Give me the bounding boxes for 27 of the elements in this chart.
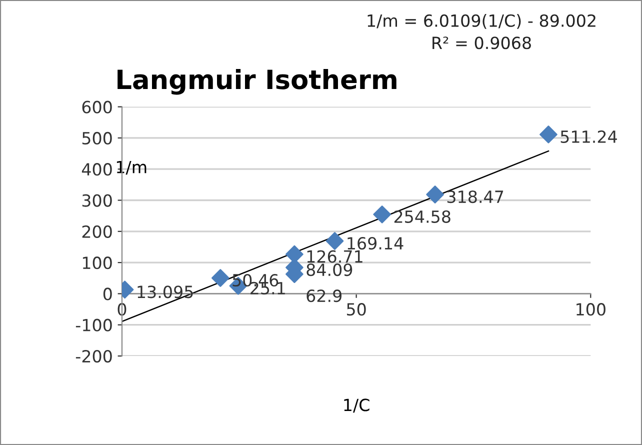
- y-tick-label: 100: [82, 256, 112, 270]
- y-tick-label: -100: [76, 318, 112, 332]
- y-tick-label: 500: [82, 132, 112, 145]
- y-axis-title: 1/m: [116, 160, 146, 175]
- y-tick-label: 300: [82, 194, 112, 207]
- data-label: 169.14: [348, 236, 404, 250]
- chart-title: Langmuir Isotherm: [118, 68, 396, 95]
- y-tick-label: 400: [82, 163, 112, 176]
- y-tick-label: 600: [82, 100, 112, 114]
- x-tick-label: 50: [346, 303, 366, 316]
- point: [540, 126, 558, 144]
- point: [426, 186, 444, 204]
- y-tick-label: -200: [76, 350, 112, 363]
- data-label: 511.24: [560, 130, 617, 144]
- y-tick-label: 0: [103, 288, 112, 300]
- text: R² = 0.9068: [432, 36, 531, 50]
- data-label: 318.47: [447, 190, 504, 204]
- point: [211, 269, 230, 287]
- text: 1/m = 6.0109(1/C) - 89.002: [368, 14, 596, 29]
- data-label: 84.09: [306, 263, 352, 276]
- point: [326, 232, 344, 250]
- data-label: 254.58: [394, 210, 450, 223]
- x-tick-label: 100: [576, 303, 606, 316]
- point: [373, 205, 391, 224]
- data-label: 126.71: [307, 250, 362, 263]
- y-tick-label: 200: [82, 225, 112, 238]
- x-axis-title: 1/C: [344, 398, 370, 413]
